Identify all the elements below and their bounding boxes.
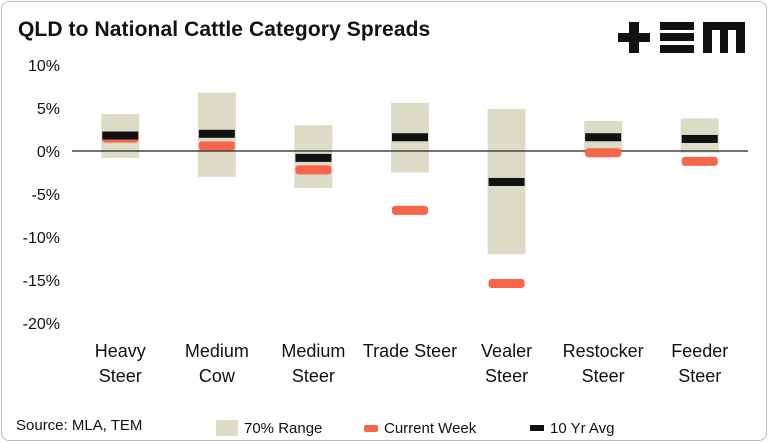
y-tick-label: 10% (28, 58, 60, 75)
legend-label-avg: 10 Yr Avg (550, 419, 615, 437)
category-label: Vealer (481, 341, 532, 361)
y-tick-label: -5% (32, 187, 60, 204)
category-label: Restocker (563, 341, 644, 361)
legend-label-range: 70% Range (244, 419, 323, 437)
ten-yr-avg-marker (392, 133, 428, 142)
legend-item-avg: 10 Yr Avg (530, 418, 615, 438)
category-label: Steer (678, 366, 721, 386)
category-label: Steer (485, 366, 528, 386)
chart-title: QLD to National Cattle Category Spreads (18, 18, 431, 41)
category-label: Trade Steer (363, 341, 457, 361)
tem-logo (618, 22, 745, 53)
y-tick-label: -20% (23, 316, 60, 333)
category-label: Steer (99, 366, 142, 386)
current-week-marker (488, 278, 525, 288)
category-label: Medium (185, 341, 249, 361)
ten-yr-avg-marker (295, 153, 332, 162)
current-week-marker (295, 165, 332, 175)
source-note: Source: MLA, TEM (16, 417, 143, 434)
category-label: Steer (582, 366, 625, 386)
category-label: Steer (292, 366, 335, 386)
y-tick-label: -15% (23, 273, 60, 290)
legend-swatch-avg (530, 425, 544, 431)
legend-label-current: Current Week (384, 419, 477, 437)
ten-yr-avg-marker (585, 133, 622, 142)
legend-item-current: Current Week (364, 418, 476, 438)
ten-yr-avg-marker (681, 134, 718, 143)
category-label: Heavy (95, 341, 146, 361)
ten-yr-avg-marker (102, 131, 139, 140)
category-label: Medium (281, 341, 345, 361)
current-week-marker (198, 141, 235, 151)
y-tick-label: -10% (23, 230, 60, 247)
legend-swatch-range (216, 420, 238, 436)
category-label: Feeder (671, 341, 728, 361)
ten-yr-avg-marker (488, 177, 525, 186)
legend-swatch-current (364, 424, 378, 432)
category-label: Cow (199, 366, 236, 386)
ten-yr-avg-marker (198, 129, 235, 138)
legend-item-range: 70% Range (216, 418, 322, 438)
y-tick-label: 0% (37, 144, 60, 161)
current-week-marker (392, 205, 428, 215)
current-week-marker (681, 156, 718, 166)
current-week-marker (585, 148, 622, 158)
y-tick-label: 5% (37, 101, 60, 118)
